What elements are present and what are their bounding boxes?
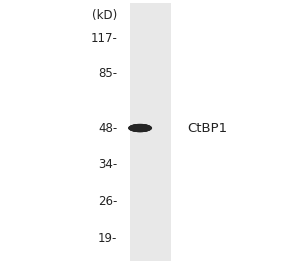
- Text: 48-: 48-: [98, 121, 117, 135]
- Ellipse shape: [138, 127, 142, 129]
- Ellipse shape: [130, 125, 150, 131]
- Ellipse shape: [137, 127, 143, 129]
- Ellipse shape: [132, 125, 149, 131]
- Ellipse shape: [133, 126, 147, 130]
- Ellipse shape: [132, 125, 148, 131]
- Text: (kD): (kD): [92, 9, 117, 22]
- Ellipse shape: [129, 124, 151, 132]
- Ellipse shape: [130, 124, 151, 132]
- Ellipse shape: [130, 124, 150, 132]
- Text: 85-: 85-: [98, 67, 117, 81]
- Ellipse shape: [135, 126, 145, 130]
- Ellipse shape: [137, 127, 143, 129]
- Ellipse shape: [132, 125, 148, 131]
- Ellipse shape: [139, 128, 142, 129]
- Ellipse shape: [133, 125, 147, 131]
- Ellipse shape: [138, 127, 142, 129]
- Ellipse shape: [134, 126, 147, 130]
- Bar: [130, 3, 171, 261]
- Ellipse shape: [134, 126, 146, 130]
- Ellipse shape: [137, 127, 143, 129]
- Ellipse shape: [128, 124, 152, 132]
- Ellipse shape: [136, 127, 144, 129]
- Ellipse shape: [135, 126, 145, 130]
- Ellipse shape: [132, 125, 148, 131]
- Text: 117-: 117-: [91, 32, 117, 45]
- Ellipse shape: [138, 128, 142, 129]
- Ellipse shape: [131, 125, 149, 131]
- Ellipse shape: [135, 126, 145, 130]
- Ellipse shape: [128, 124, 152, 132]
- Text: 26-: 26-: [98, 195, 117, 209]
- Ellipse shape: [134, 126, 146, 130]
- Ellipse shape: [136, 126, 144, 130]
- Text: 34-: 34-: [98, 158, 117, 172]
- Ellipse shape: [139, 128, 141, 129]
- Text: 19-: 19-: [98, 232, 117, 246]
- Ellipse shape: [134, 126, 146, 130]
- Ellipse shape: [130, 125, 150, 131]
- Ellipse shape: [136, 126, 145, 130]
- Ellipse shape: [129, 124, 151, 132]
- Ellipse shape: [136, 127, 144, 129]
- Ellipse shape: [131, 125, 149, 131]
- Ellipse shape: [131, 125, 149, 131]
- Ellipse shape: [129, 124, 151, 132]
- Text: CtBP1: CtBP1: [187, 121, 227, 135]
